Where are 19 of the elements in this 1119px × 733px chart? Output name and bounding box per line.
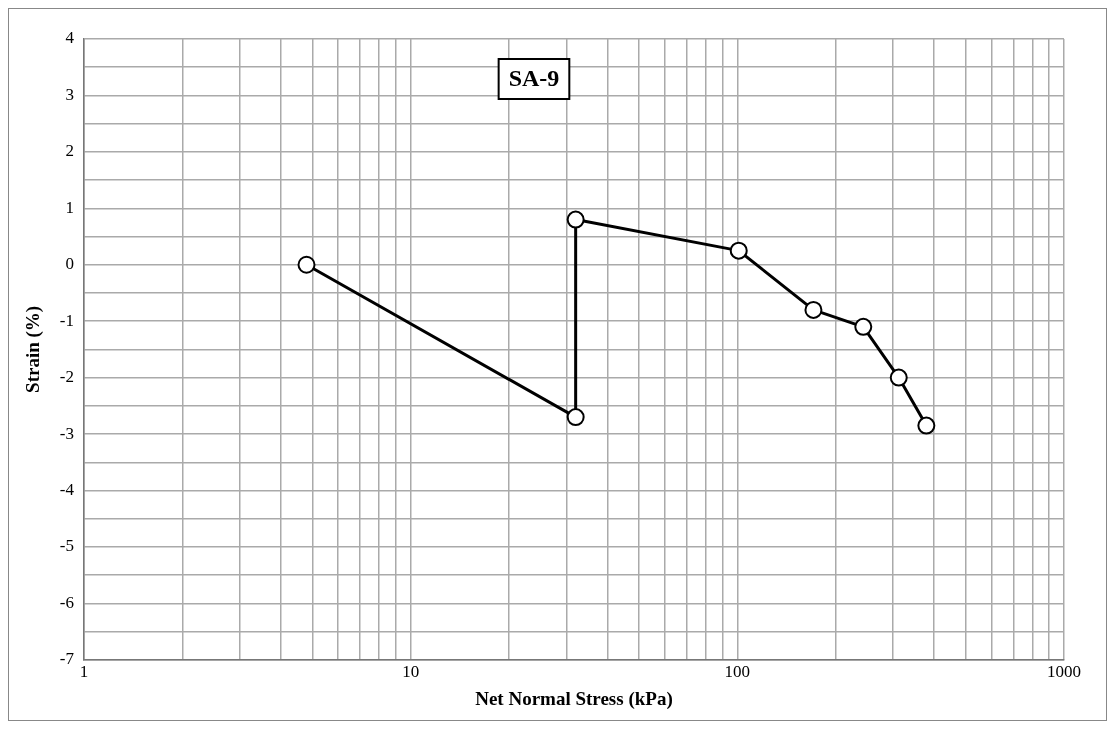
- x-tick-label: 10: [402, 662, 420, 682]
- x-axis-title: Net Normal Stress (kPa): [475, 687, 673, 710]
- y-tick-label: -7: [59, 649, 75, 669]
- y-tick-label: 0: [65, 254, 74, 274]
- y-tick-label: 3: [65, 84, 74, 104]
- y-tick-label: -2: [59, 367, 74, 387]
- x-tick-label: 1: [79, 662, 89, 682]
- y-tick-label: 4: [65, 28, 75, 48]
- y-tick-label: -5: [59, 536, 74, 556]
- text: SA-9: [508, 65, 560, 92]
- y-tick-label: -4: [59, 479, 75, 499]
- x-tick-label: 100: [724, 662, 751, 682]
- y-tick-label: 1: [65, 197, 74, 217]
- y-tick-label: -1: [59, 310, 74, 330]
- x-tick-label: 1000: [1047, 662, 1081, 682]
- y-tick-label: -6: [59, 592, 74, 612]
- y-tick-label: -3: [59, 423, 74, 443]
- y-axis-title: Strain (%): [22, 305, 45, 393]
- y-tick-label: 2: [65, 141, 74, 161]
